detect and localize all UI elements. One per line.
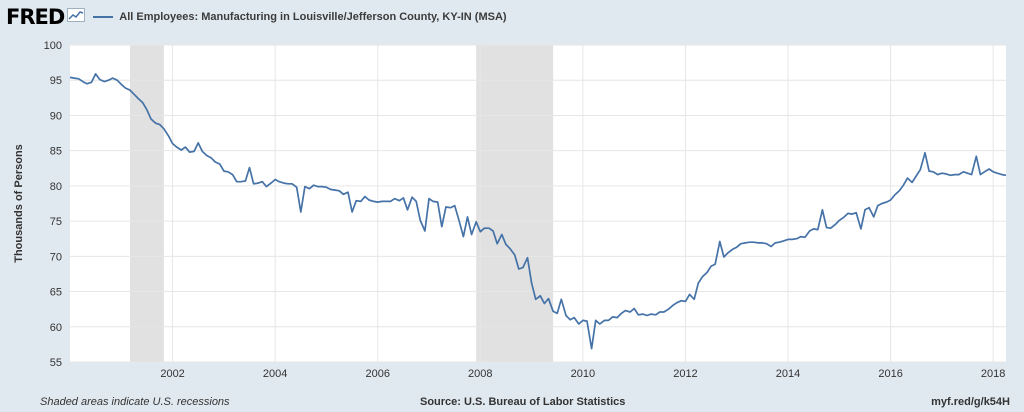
fred-logo[interactable]: FRED [6,4,65,29]
y-tick-label: 85 [50,146,62,158]
x-tick-label: 2004 [263,368,287,380]
y-tick-label: 65 [50,287,62,299]
recession-band [476,45,554,362]
gridlines [70,44,1006,363]
legend-swatch [93,16,114,18]
x-tick-label: 2018 [981,368,1005,380]
x-tick-label: 2002 [160,368,184,380]
x-tick-label: 2014 [776,368,800,380]
recession-bands [130,45,554,362]
y-axis-ticks: 55 60 65 70 75 80 85 90 95 100 [44,40,62,369]
y-tick-label: 60 [50,322,62,334]
y-tick-label: 90 [50,110,62,122]
short-url[interactable]: myf.red/g/k54H [931,396,1010,408]
x-tick-label: 2006 [365,368,389,380]
x-tick-label: 2010 [571,368,595,380]
y-tick-label: 80 [50,181,62,193]
chart-header: FRED All Employees: Manufacturing in Lou… [6,6,507,28]
x-tick-label: 2012 [673,368,697,380]
y-tick-label: 75 [50,216,62,228]
x-tick-label: 2008 [468,368,492,380]
recession-note: Shaded areas indicate U.S. recessions [40,396,230,408]
x-axis-ticks: 2002 2004 2006 2008 2010 2012 2014 2016 2018 [160,368,1005,380]
y-axis-label: Thousands of Persons [13,144,25,263]
x-tick-label: 2016 [878,368,902,380]
series-title: All Employees: Manufacturing in Louisvil… [119,11,507,23]
recession-band [130,45,164,362]
trend-line-icon [67,7,86,27]
y-tick-label: 70 [50,251,62,263]
y-tick-label: 55 [50,357,62,369]
chart-legend: All Employees: Manufacturing in Louisvil… [93,11,507,23]
series-line[interactable] [69,73,1007,350]
y-tick-label: 95 [50,75,62,87]
y-tick-label: 100 [44,40,62,52]
source-note: Source: U.S. Bureau of Labor Statistics [420,396,626,408]
